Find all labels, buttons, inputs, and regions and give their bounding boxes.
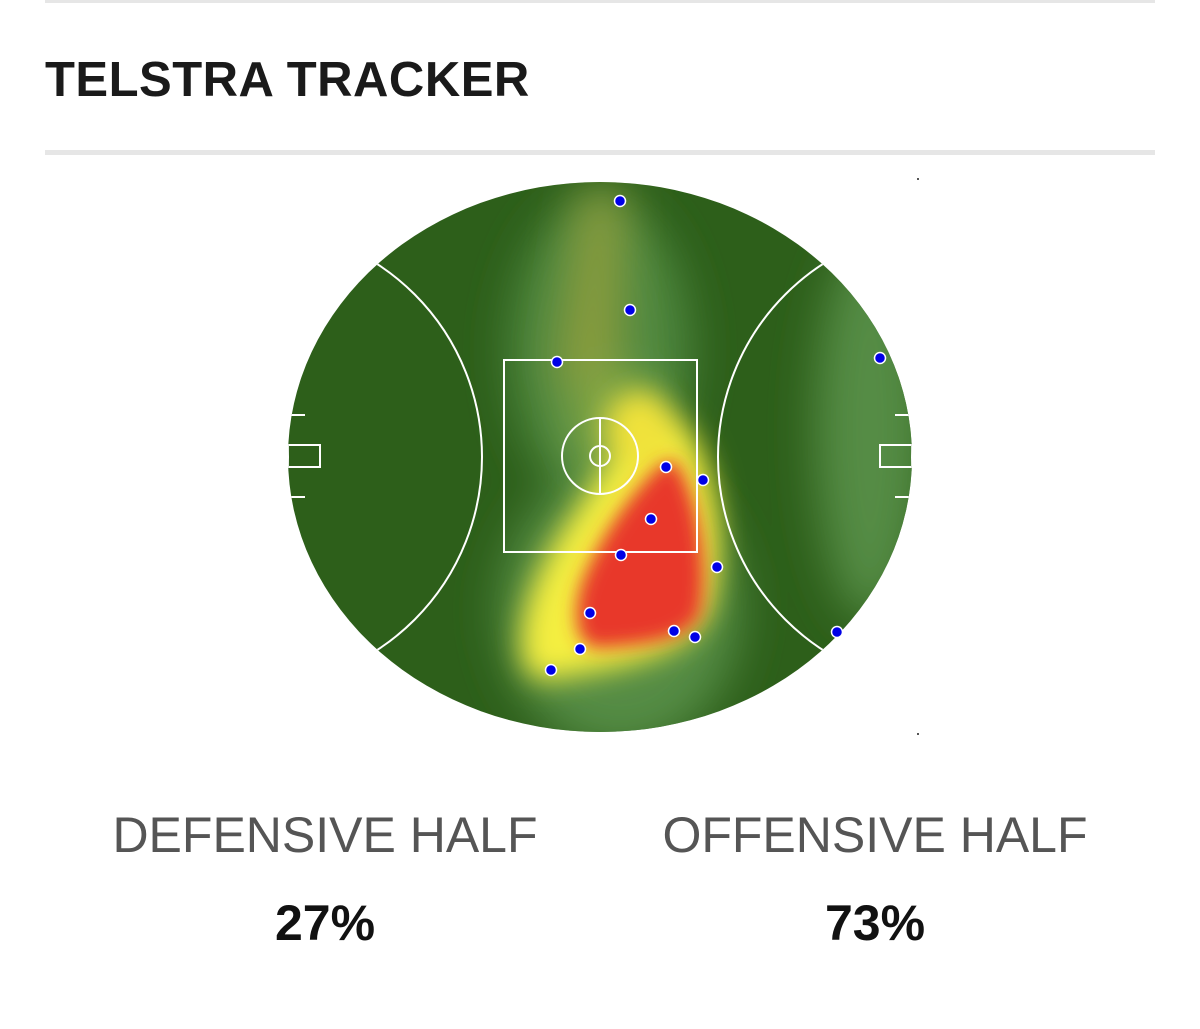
touch-marker: [550, 355, 564, 369]
offensive-half-value: 73%: [824, 895, 926, 951]
left-goal-square: [288, 444, 321, 468]
top-divider: [45, 0, 1155, 3]
heat-high-zone: [576, 460, 704, 649]
left-fifty-arc: [288, 226, 483, 688]
touch-marker: [583, 606, 597, 620]
touch-marker: [544, 663, 558, 677]
touch-marker: [710, 560, 724, 574]
touch-marker: [614, 548, 628, 562]
touch-marker: [873, 351, 887, 365]
heat-layer: [288, 182, 912, 732]
touch-marker: [613, 194, 627, 208]
touch-marker: [667, 624, 681, 638]
football-field-heatmap: [288, 178, 919, 735]
offensive-half-label: OFFENSIVE HALF: [662, 807, 1088, 863]
touch-marker: [830, 625, 844, 639]
touch-markers: [544, 194, 887, 677]
field-markings: [288, 226, 912, 688]
offensive-half-stat: OFFENSIVE HALF 73%: [615, 806, 1135, 952]
right-goal-square: [879, 444, 912, 468]
touch-marker: [573, 642, 587, 656]
corner-tick: [917, 178, 919, 180]
defensive-half-value: 27%: [274, 895, 376, 951]
page-title: TELSTRA TRACKER: [45, 53, 530, 107]
defensive-half-stat: DEFENSIVE HALF 27%: [65, 806, 585, 952]
defensive-half-label: DEFENSIVE HALF: [112, 807, 538, 863]
right-fifty-arc: [717, 226, 912, 688]
centre-square: [503, 359, 698, 553]
touch-marker: [688, 630, 702, 644]
touch-marker: [696, 473, 710, 487]
touch-marker: [623, 303, 637, 317]
title-divider: [45, 150, 1155, 155]
heatmap-panel: [280, 170, 930, 745]
touch-marker: [644, 512, 658, 526]
corner-tick: [917, 733, 919, 735]
touch-marker: [659, 460, 673, 474]
